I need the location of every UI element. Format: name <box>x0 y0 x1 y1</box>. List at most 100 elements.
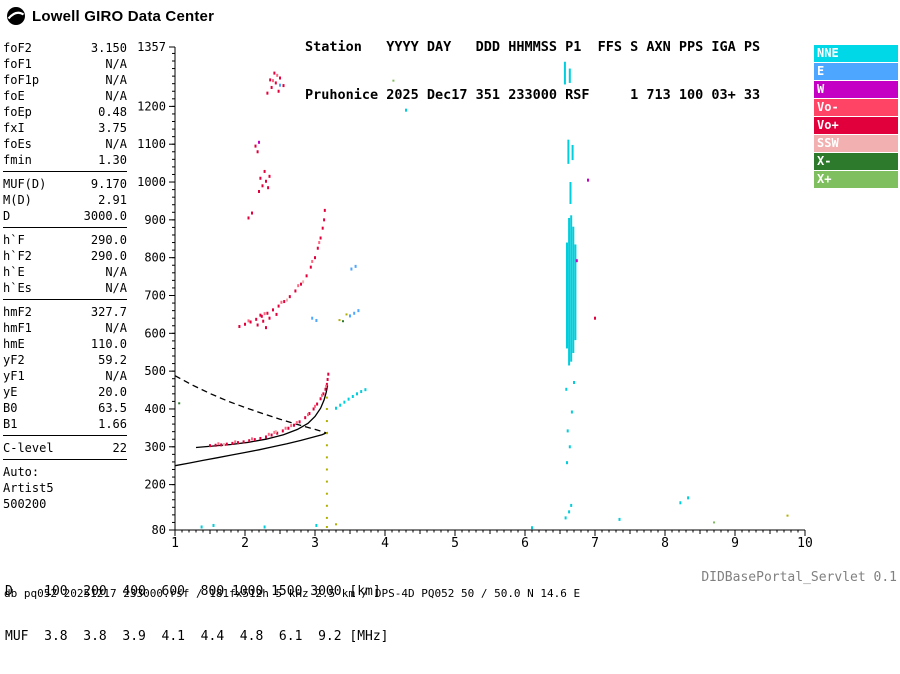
y-tick-label: 700 <box>144 288 166 302</box>
echo-point-vo- <box>234 440 237 444</box>
param-label: B1 <box>3 417 18 431</box>
echo-point-vo+ <box>265 435 267 439</box>
echo-point-vo+ <box>276 431 279 435</box>
echo-point-vo+ <box>266 91 269 95</box>
echo-point-nne <box>339 403 342 407</box>
echo-point-vo- <box>290 424 293 428</box>
y-tick-label: 800 <box>144 251 166 265</box>
param-row-hes: h`Es N/A <box>3 280 127 296</box>
echo-point-vo+ <box>249 320 252 324</box>
param-value: N/A <box>105 57 127 71</box>
spread-segment <box>567 139 570 164</box>
spread-segment <box>566 242 568 349</box>
echo-point-vo+ <box>260 314 263 318</box>
echo-point-vo+ <box>247 216 250 220</box>
echo-point-nne <box>212 523 215 527</box>
echo-point-vo+ <box>268 316 271 320</box>
echo-point-nne <box>568 445 571 449</box>
param-label: h`F2 <box>3 249 32 263</box>
param-value: 290.0 <box>90 249 127 263</box>
echo-point-vo- <box>273 430 276 434</box>
echo-point-w <box>575 259 578 263</box>
echo-point-vo+ <box>270 433 273 437</box>
echo-point-vo+ <box>268 174 271 178</box>
param-value: 290.0 <box>90 233 127 247</box>
spread-segment <box>563 61 566 85</box>
spread-segment <box>572 226 575 353</box>
echo-point-vo+ <box>256 323 259 327</box>
echo-point-x- <box>342 320 344 323</box>
y-tick-label: 80 <box>152 523 166 537</box>
echo-point-vo+ <box>298 420 301 424</box>
echo-point-nne <box>360 390 363 394</box>
echo-point-noise <box>325 492 328 495</box>
echo-point-vo+ <box>323 208 326 212</box>
echo-point-vo+ <box>259 436 262 440</box>
echo-point-vo- <box>321 393 323 397</box>
section-divider <box>3 171 127 172</box>
param-label: C-level <box>3 441 54 455</box>
param-value: 20.0 <box>98 385 127 399</box>
echo-point-vo+ <box>322 392 325 396</box>
echo-point-vo+ <box>253 438 256 442</box>
param-label: fxI <box>3 121 25 135</box>
y-tick-label: 1100 <box>137 137 166 151</box>
echo-point-vo+ <box>282 84 285 88</box>
spread-segment <box>568 68 571 83</box>
echo-point-vo- <box>318 241 321 245</box>
param-value: 22 <box>112 441 127 455</box>
fitted-f-trace-line <box>195 385 329 449</box>
param-value: 327.7 <box>90 305 127 319</box>
echo-point-vo+ <box>269 78 272 82</box>
echo-point-vo+ <box>265 179 267 183</box>
echo-point-vo- <box>295 421 298 425</box>
true-height-profile-line <box>174 431 328 467</box>
echo-point-vo+ <box>273 71 276 75</box>
x-tick-label: 1 <box>171 536 179 551</box>
echo-point-vo+ <box>267 186 270 190</box>
spread-segment <box>569 182 572 204</box>
echo-point-vo- <box>251 437 253 441</box>
y-tick-label: 400 <box>144 402 166 416</box>
echo-point-vo+ <box>316 246 319 250</box>
spread-segment <box>568 217 571 366</box>
param-label: foEs <box>3 137 32 151</box>
echo-point-nne <box>200 525 203 529</box>
param-row-fof1p: foF1p N/A <box>3 72 127 88</box>
muf-scale-row: MUF 3.8 3.8 3.9 4.1 4.4 4.8 6.1 9.2 [MHz… <box>5 629 389 644</box>
param-value: 59.2 <box>98 353 127 367</box>
param-label: M(D) <box>3 193 32 207</box>
echo-point-vo+ <box>244 322 246 326</box>
scale-rows: D 100 200 400 600 800 1000 1500 3000 [km… <box>5 554 389 674</box>
echo-point-vo+ <box>251 211 253 215</box>
echo-point-vo+ <box>279 76 281 80</box>
station-header: Station YYYY DAY DDD HHMMSS P1 FFS S AXN… <box>305 7 760 135</box>
param-label: 500200 <box>3 497 47 511</box>
echo-point-noise <box>325 525 328 528</box>
y-tick-label: 1200 <box>137 99 166 113</box>
legend-item-x: X- <box>814 153 898 170</box>
echo-point-vo- <box>272 79 274 83</box>
echo-point-nne <box>566 429 569 433</box>
echo-point-nne <box>570 410 573 414</box>
y-tick-label: 1000 <box>137 175 166 189</box>
echo-point-vo+ <box>242 440 245 444</box>
servlet-version-label: DIDBasePortal_Servlet 0.1 <box>701 570 897 585</box>
param-row-foe: foE N/A <box>3 88 127 104</box>
legend-item-nne: NNE <box>814 45 898 62</box>
param-row-hmf1: hmF1 N/A <box>3 320 127 336</box>
param-row-hme: hmE 110.0 <box>3 336 127 352</box>
echo-point-nne <box>573 380 575 384</box>
echo-point-vo+ <box>277 89 280 93</box>
param-label: h`F <box>3 233 25 247</box>
x-tick-label: 7 <box>591 536 599 551</box>
legend-item-e: E <box>814 63 898 80</box>
station-header-line2: Pruhonice 2025 Dec17 351 233000 RSF 1 71… <box>305 87 761 103</box>
echo-point-x- <box>178 402 181 405</box>
echo-point-vo- <box>217 442 220 446</box>
echo-point-vo+ <box>259 313 262 317</box>
param-label: MUF(D) <box>3 177 47 191</box>
echo-point-nne <box>351 394 354 398</box>
param-value: 3000.0 <box>83 209 127 223</box>
legend-item-vo: Vo+ <box>814 117 898 134</box>
